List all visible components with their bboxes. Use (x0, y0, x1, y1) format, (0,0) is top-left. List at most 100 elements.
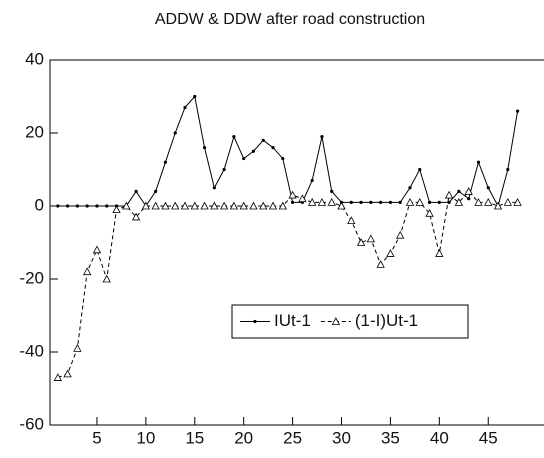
marker (486, 186, 490, 190)
marker (503, 198, 512, 206)
marker (513, 198, 522, 206)
marker (307, 198, 317, 206)
marker (75, 204, 79, 208)
marker (349, 200, 353, 204)
marker (356, 238, 366, 246)
marker (202, 146, 207, 150)
marker (290, 200, 295, 204)
marker (337, 201, 346, 210)
marker (366, 234, 376, 243)
marker (253, 319, 257, 324)
marker (484, 198, 493, 206)
marker (222, 167, 226, 172)
marker (180, 201, 190, 210)
marker (239, 201, 248, 210)
y-tick-label: -40 (19, 341, 44, 360)
y-tick-label: -20 (19, 268, 44, 287)
marker (251, 149, 256, 153)
marker (330, 189, 334, 193)
marker (83, 267, 92, 276)
marker (53, 373, 62, 381)
marker (398, 200, 402, 204)
legend-label: IUt-1 (274, 311, 311, 330)
marker (467, 197, 471, 201)
marker (457, 189, 461, 193)
series-line (57, 95, 519, 208)
marker (376, 260, 385, 268)
marker (173, 131, 177, 135)
marker (320, 135, 324, 139)
y-tick-label: 0 (35, 195, 44, 214)
marker (415, 198, 424, 206)
marker (154, 189, 158, 193)
y-tick-label: -60 (19, 414, 44, 433)
y-tick-label: 40 (25, 49, 44, 68)
marker (249, 201, 258, 210)
marker (298, 194, 307, 203)
marker (369, 200, 373, 204)
x-tick-label: 5 (92, 428, 101, 447)
x-tick-label: 10 (136, 428, 155, 447)
x-tick-label: 15 (185, 428, 204, 447)
y-tick-label: 20 (25, 122, 44, 141)
marker (66, 204, 70, 208)
marker (288, 190, 297, 199)
marker (112, 205, 121, 214)
marker (331, 317, 341, 325)
marker (317, 198, 327, 206)
marker (102, 274, 111, 283)
chart-title: ADDW & DDW after road construction (155, 11, 425, 28)
marker (476, 160, 481, 164)
marker (268, 201, 278, 210)
marker (171, 201, 180, 210)
marker (347, 216, 356, 224)
legend-label: (1-I)Ut-1 (355, 311, 418, 330)
marker (259, 201, 268, 210)
marker (229, 201, 239, 210)
marker (425, 208, 434, 217)
marker (454, 198, 464, 206)
marker (271, 146, 275, 150)
marker (310, 178, 314, 183)
marker (435, 249, 444, 257)
marker (190, 201, 199, 210)
marker (161, 201, 170, 210)
marker (92, 245, 102, 254)
marker (386, 249, 395, 257)
marker (105, 204, 109, 208)
marker (261, 138, 265, 142)
marker (359, 200, 363, 204)
marker (388, 200, 393, 204)
marker (232, 135, 236, 139)
marker (464, 187, 473, 195)
x-tick-label: 25 (283, 428, 302, 447)
marker (437, 200, 441, 204)
marker (95, 204, 99, 208)
marker (141, 201, 151, 210)
marker (242, 156, 246, 161)
marker (327, 198, 336, 206)
marker (427, 200, 432, 204)
x-tick-label: 30 (332, 428, 351, 447)
series-line (57, 190, 518, 379)
marker (493, 201, 503, 210)
marker (408, 186, 412, 190)
x-tick-label: 35 (381, 428, 400, 447)
marker (122, 201, 131, 210)
marker (151, 201, 160, 210)
x-tick-label: 40 (430, 428, 449, 447)
marker (418, 167, 422, 172)
marker (212, 186, 216, 190)
marker (278, 201, 287, 210)
marker (85, 204, 89, 208)
marker (183, 105, 187, 110)
marker (193, 94, 197, 99)
marker (73, 344, 82, 352)
marker (515, 109, 520, 113)
x-tick-label: 20 (234, 428, 253, 447)
marker (163, 160, 168, 164)
marker (210, 201, 219, 210)
marker (506, 167, 510, 172)
marker (200, 201, 209, 210)
